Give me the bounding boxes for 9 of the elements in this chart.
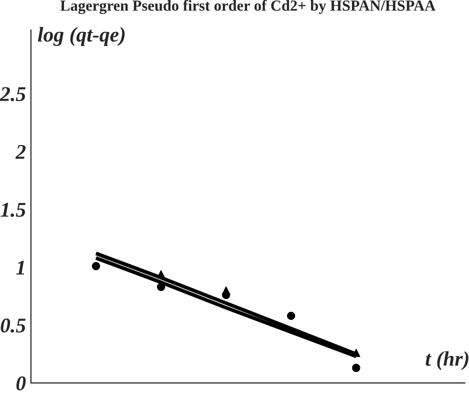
- y-tick-label: 0: [16, 376, 26, 390]
- y-axis-title: log (qt-qe): [38, 27, 125, 46]
- y-tick-label: 2: [15, 144, 26, 159]
- x-axis-title: t (hr): [426, 351, 468, 370]
- chart-title: Lagergren Pseudo first order of Cd2+ by HSPAN/HSPAA: [60, 0, 436, 14]
- y-tick-label: 1.5: [0, 202, 26, 217]
- y-tick-label: 0.5: [0, 318, 26, 333]
- y-tick-label: 2.5: [0, 87, 26, 102]
- y-tick-label: 1: [16, 260, 24, 274]
